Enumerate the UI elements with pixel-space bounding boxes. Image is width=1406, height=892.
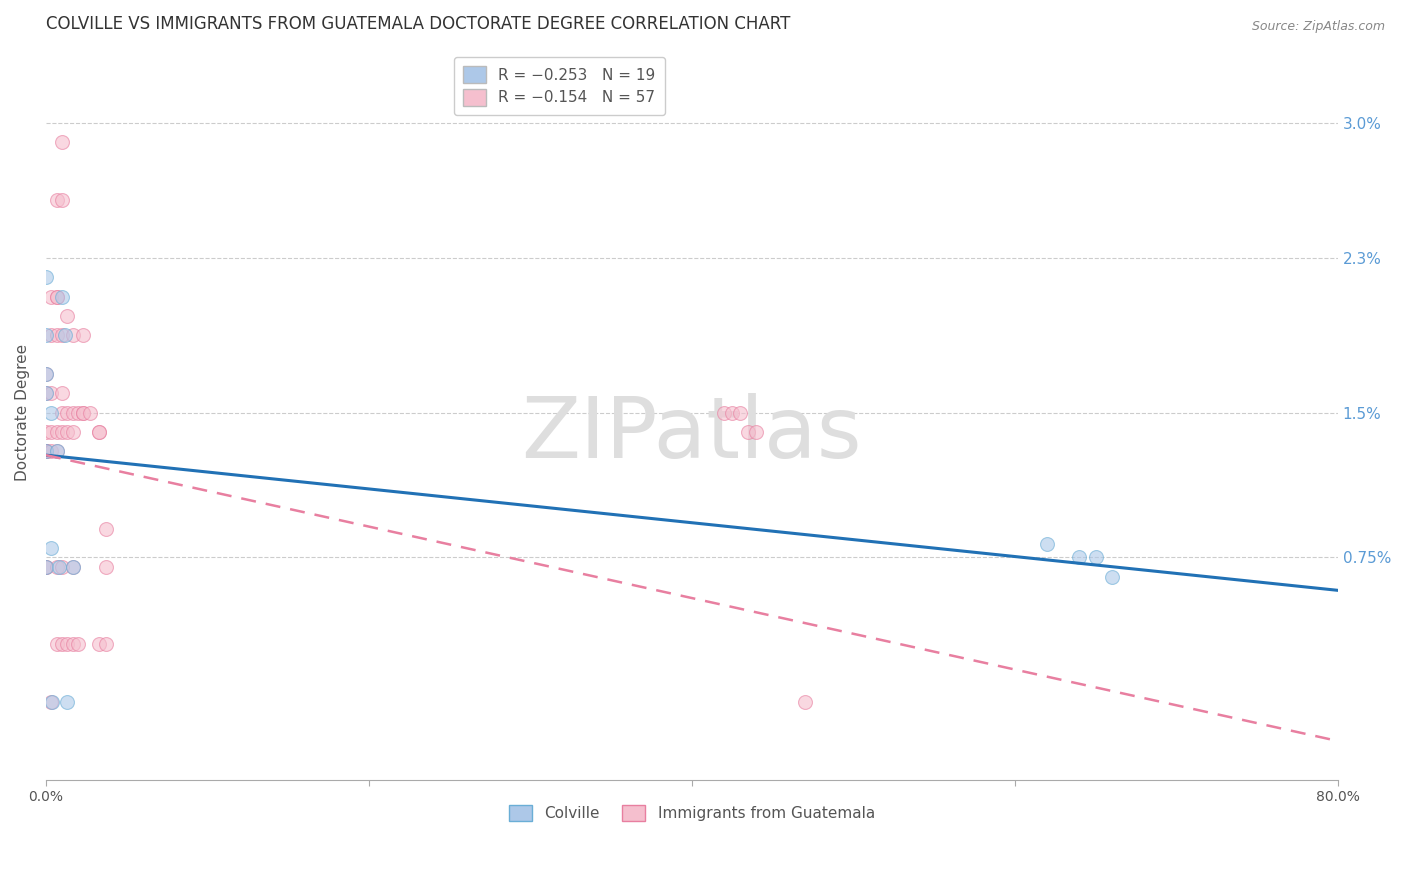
Point xyxy=(39,425,62,439)
Point xyxy=(62,425,84,439)
Point xyxy=(94,560,117,574)
Point xyxy=(713,406,735,420)
Point xyxy=(46,444,69,458)
Point xyxy=(39,695,62,709)
Point xyxy=(56,406,79,420)
Point xyxy=(62,406,84,420)
Point xyxy=(62,328,84,343)
Point xyxy=(39,328,62,343)
Point xyxy=(1084,550,1107,565)
Point xyxy=(35,386,58,401)
Point xyxy=(51,328,73,343)
Point xyxy=(46,560,69,574)
Point xyxy=(35,444,58,458)
Point xyxy=(46,193,69,207)
Legend: Colville, Immigrants from Guatemala: Colville, Immigrants from Guatemala xyxy=(503,799,882,827)
Point xyxy=(72,406,94,420)
Point xyxy=(35,270,58,285)
Point xyxy=(62,560,84,574)
Point xyxy=(79,406,101,420)
Point xyxy=(94,522,117,536)
Point xyxy=(72,406,94,420)
Point xyxy=(745,425,768,439)
Point xyxy=(793,695,815,709)
Point xyxy=(67,406,90,420)
Point xyxy=(35,444,58,458)
Point xyxy=(56,309,79,323)
Point xyxy=(35,328,58,343)
Point xyxy=(35,560,58,574)
Point xyxy=(1069,550,1091,565)
Point xyxy=(35,367,58,381)
Point xyxy=(51,290,73,304)
Text: ZIPatlas: ZIPatlas xyxy=(522,393,862,476)
Point xyxy=(46,425,69,439)
Point xyxy=(51,425,73,439)
Text: Source: ZipAtlas.com: Source: ZipAtlas.com xyxy=(1251,20,1385,33)
Point xyxy=(35,444,58,458)
Point xyxy=(39,541,62,555)
Point xyxy=(39,406,62,420)
Point xyxy=(51,135,73,149)
Point xyxy=(46,637,69,651)
Point xyxy=(53,328,76,343)
Point xyxy=(46,328,69,343)
Point xyxy=(51,637,73,651)
Point xyxy=(51,193,73,207)
Point xyxy=(67,637,90,651)
Point xyxy=(62,560,84,574)
Point xyxy=(721,406,744,420)
Point xyxy=(41,695,63,709)
Point xyxy=(730,406,752,420)
Point xyxy=(39,386,62,401)
Point xyxy=(737,425,759,439)
Point xyxy=(35,560,58,574)
Point xyxy=(56,425,79,439)
Point xyxy=(51,386,73,401)
Point xyxy=(46,290,69,304)
Point xyxy=(51,560,73,574)
Y-axis label: Doctorate Degree: Doctorate Degree xyxy=(15,344,30,481)
Point xyxy=(35,425,58,439)
Point xyxy=(35,386,58,401)
Point xyxy=(48,560,70,574)
Point xyxy=(46,290,69,304)
Point xyxy=(39,444,62,458)
Point xyxy=(89,425,111,439)
Point xyxy=(1036,537,1059,551)
Point xyxy=(94,637,117,651)
Point xyxy=(56,637,79,651)
Point xyxy=(72,328,94,343)
Point xyxy=(89,425,111,439)
Text: COLVILLE VS IMMIGRANTS FROM GUATEMALA DOCTORATE DEGREE CORRELATION CHART: COLVILLE VS IMMIGRANTS FROM GUATEMALA DO… xyxy=(46,15,790,33)
Point xyxy=(35,560,58,574)
Point xyxy=(56,695,79,709)
Point xyxy=(51,406,73,420)
Point xyxy=(35,367,58,381)
Point xyxy=(46,444,69,458)
Point xyxy=(89,637,111,651)
Point xyxy=(62,637,84,651)
Point xyxy=(39,290,62,304)
Point xyxy=(1101,570,1123,584)
Point xyxy=(35,444,58,458)
